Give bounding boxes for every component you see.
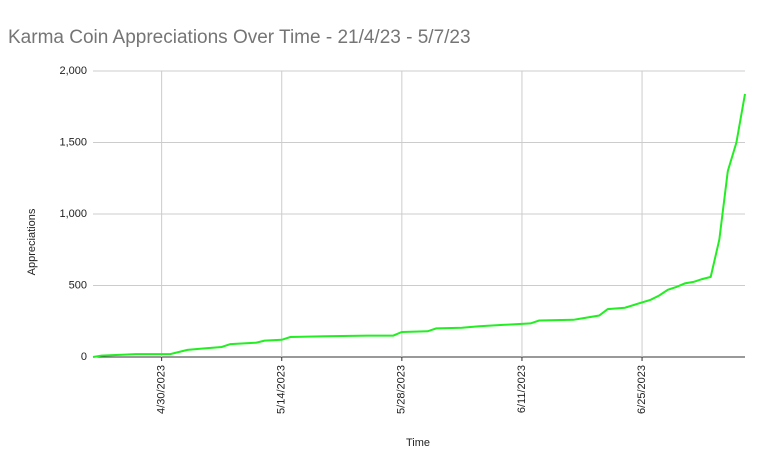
data-line [92, 93, 746, 358]
x-tick-label: 5/28/2023 [396, 365, 408, 414]
chart-title: Karma Coin Appreciations Over Time - 21/… [8, 27, 471, 48]
x-tick-label: 6/11/2023 [516, 365, 528, 413]
y-tick-label: 2,000 [59, 65, 87, 77]
y-axis-label: Appreciations [26, 208, 38, 275]
x-tick-label: 4/30/2023 [156, 365, 168, 414]
x-tick-label: 6/25/2023 [636, 365, 648, 414]
y-tick-label: 1,000 [59, 208, 87, 220]
y-tick-label: 500 [69, 279, 87, 291]
x-tick-label: 5/14/2023 [276, 365, 288, 414]
x-axis-label: Time [406, 437, 430, 449]
y-tick-label: 1,500 [59, 136, 87, 148]
y-tick-label: 0 [81, 351, 87, 363]
